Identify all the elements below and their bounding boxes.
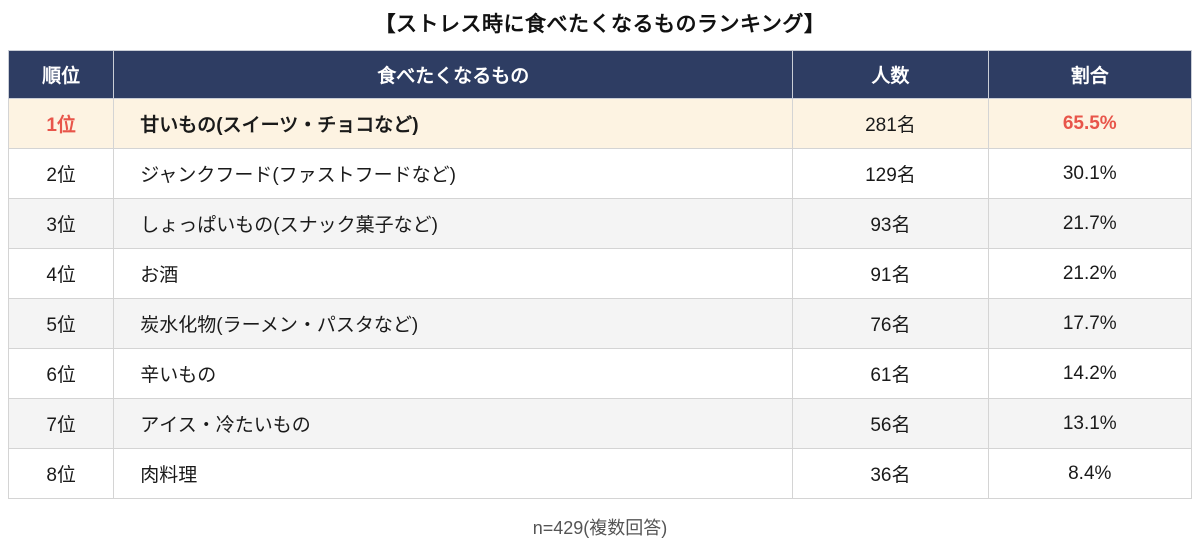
cell-count: 129名 bbox=[792, 148, 989, 199]
table-row: 1位 甘いもの(スイーツ・チョコなど) 281名 65.5% bbox=[7, 98, 1193, 149]
cell-count: 61名 bbox=[792, 348, 989, 399]
table-row: 6位 辛いもの 61名 14.2% bbox=[7, 348, 1193, 399]
cell-percent: 17.7% bbox=[987, 298, 1193, 349]
cell-count: 91名 bbox=[792, 248, 989, 299]
header-count: 人数 bbox=[792, 50, 989, 99]
cell-count: 36名 bbox=[792, 448, 989, 499]
ranking-table: 順位 食べたくなるもの 人数 割合 1位 甘いもの(スイーツ・チョコなど) 281名… bbox=[7, 50, 1193, 499]
sample-size-note: n=429(複数回答) bbox=[532, 518, 668, 538]
table-header-row: 順位 食べたくなるもの 人数 割合 bbox=[7, 50, 1193, 99]
cell-item: 辛いもの bbox=[113, 348, 794, 399]
table-body: 1位 甘いもの(スイーツ・チョコなど) 281名 65.5% 2位 ジャンクフード(ファス… bbox=[7, 98, 1193, 499]
cell-rank: 1位 bbox=[7, 98, 115, 149]
cell-rank: 7位 bbox=[7, 398, 115, 449]
header-rank: 順位 bbox=[7, 50, 115, 99]
cell-percent: 65.5% bbox=[987, 98, 1193, 149]
cell-rank: 6位 bbox=[7, 348, 115, 399]
header-item: 食べたくなるもの bbox=[113, 50, 794, 99]
cell-item: 甘いもの(スイーツ・チョコなど) bbox=[113, 98, 794, 149]
cell-count: 76名 bbox=[792, 298, 989, 349]
table-row: 4位 お酒 91名 21.2% bbox=[7, 248, 1193, 299]
cell-percent: 13.1% bbox=[987, 398, 1193, 449]
table-row: 3位 しょっぱいもの(スナック菓子など) 93名 21.7% bbox=[7, 198, 1193, 249]
cell-percent: 14.2% bbox=[987, 348, 1193, 399]
cell-percent: 8.4% bbox=[987, 448, 1193, 499]
cell-item: 炭水化物(ラーメン・パスタなど) bbox=[113, 298, 794, 349]
table-row: 5位 炭水化物(ラーメン・パスタなど) 76名 17.7% bbox=[7, 298, 1193, 349]
cell-count: 93名 bbox=[792, 198, 989, 249]
cell-item: しょっぱいもの(スナック菓子など) bbox=[113, 198, 794, 249]
table-row: 8位 肉料理 36名 8.4% bbox=[7, 448, 1193, 499]
cell-rank: 3位 bbox=[7, 198, 115, 249]
cell-item: お酒 bbox=[113, 248, 794, 299]
header-percent: 割合 bbox=[987, 50, 1193, 99]
cell-rank: 4位 bbox=[7, 248, 115, 299]
cell-item: アイス・冷たいもの bbox=[113, 398, 794, 449]
cell-item: 肉料理 bbox=[113, 448, 794, 499]
page-title: 【ストレス時に食べたくなるものランキング】 bbox=[374, 13, 826, 36]
table-row: 2位 ジャンクフード(ファストフードなど) 129名 30.1% bbox=[7, 148, 1193, 199]
table-row: 7位 アイス・冷たいもの 56名 13.1% bbox=[7, 398, 1193, 449]
cell-item: ジャンクフード(ファストフードなど) bbox=[113, 148, 794, 199]
cell-percent: 30.1% bbox=[987, 148, 1193, 199]
cell-rank: 5位 bbox=[7, 298, 115, 349]
cell-count: 281名 bbox=[792, 98, 989, 149]
cell-percent: 21.2% bbox=[987, 248, 1193, 299]
cell-rank: 2位 bbox=[7, 148, 115, 199]
cell-rank: 8位 bbox=[7, 448, 115, 499]
cell-count: 56名 bbox=[792, 398, 989, 449]
cell-percent: 21.7% bbox=[987, 198, 1193, 249]
